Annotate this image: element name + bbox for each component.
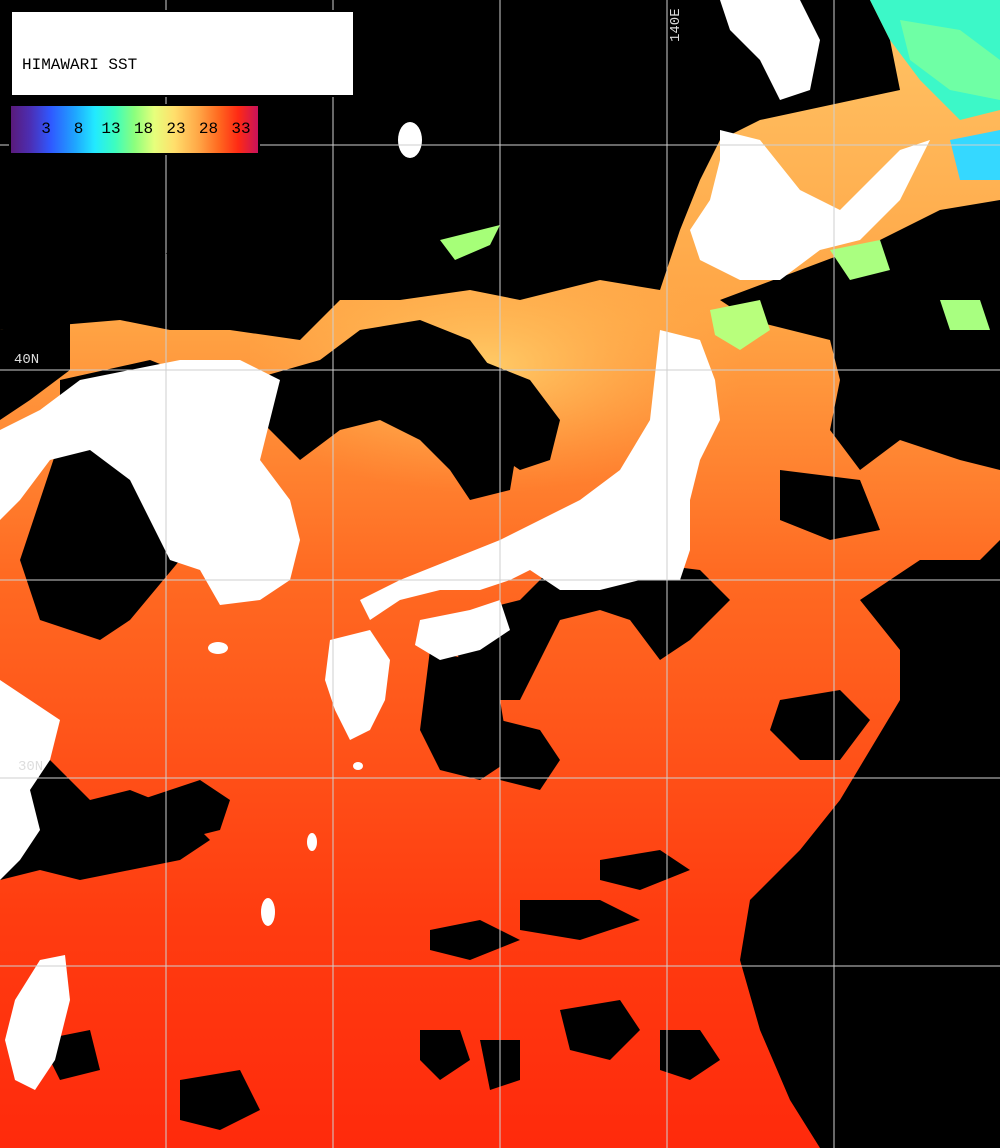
color-scale-tick: 23 (166, 120, 186, 138)
latitude-label-30n: 30N (18, 759, 44, 775)
land (0, 0, 930, 1090)
color-scale-tick: 3 (41, 120, 51, 138)
color-scale-tick: 13 (101, 120, 121, 138)
color-scale-tick: 33 (231, 120, 251, 138)
info-box: HIMAWARI SST 2025/07/02 07(UTC) 3H Comp.… (10, 10, 355, 259)
region-name: Kanagawa Prefecture (22, 179, 205, 197)
cold-water-patches (440, 0, 1000, 350)
color-scale-tick: 18 (133, 120, 154, 138)
latitude-label-40n: 40N (14, 352, 40, 368)
color-scale-tick: 8 (73, 120, 84, 138)
longitude-label-140e: 140E (668, 8, 684, 42)
temperature-color-scale: 3 8 13 18 23 28 33 (9, 104, 260, 155)
data-credit: supplied by JAXA (22, 240, 176, 259)
color-scale-ticks: 3 8 13 18 23 28 33 (11, 106, 258, 153)
map-title: HIMAWARI SST (22, 56, 138, 74)
color-scale-tick: 28 (198, 120, 219, 138)
